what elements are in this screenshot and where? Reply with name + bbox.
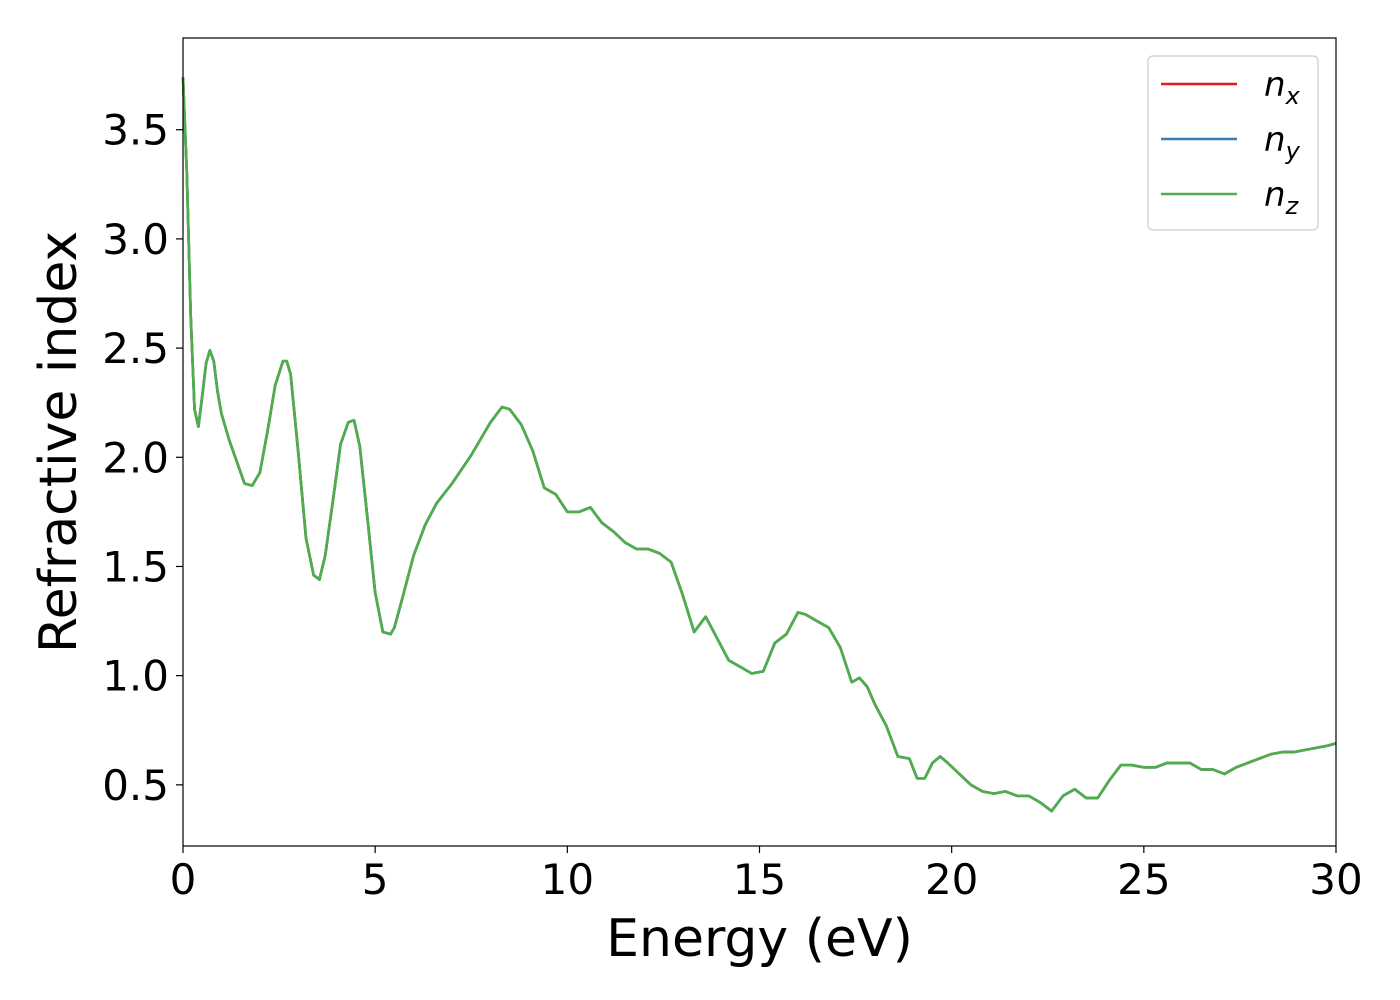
x-axis-ticks: 0 5 10 15 20 25 30: [170, 846, 1363, 904]
legend-label-subscript: z: [1285, 192, 1300, 220]
y-axis-label: Refractive index: [29, 231, 89, 653]
series-layer: [181, 77, 1337, 813]
x-axis-label: Energy (eV): [606, 909, 913, 969]
y-tick-label: 2.0: [102, 433, 169, 482]
legend-label: nx: [1264, 65, 1301, 110]
x-tick-label: 30: [1309, 855, 1362, 904]
x-tick-label: 0: [170, 855, 197, 904]
y-tick-label: 2.5: [102, 324, 169, 373]
legend-label-subscript: x: [1285, 82, 1301, 110]
legend-label-base: n: [1264, 120, 1286, 160]
x-tick-label: 20: [925, 855, 978, 904]
legend-label: ny: [1264, 120, 1301, 165]
legend-label-base: n: [1264, 65, 1286, 105]
x-tick-label: 25: [1117, 855, 1170, 904]
legend-box: [1147, 55, 1319, 231]
y-tick-label: 3.5: [102, 106, 169, 155]
y-tick-label: 1.5: [102, 542, 169, 591]
y-tick-label: 0.5: [102, 761, 169, 810]
y-axis-ticks: 0.5 1.0 1.5 2.0 2.5 3.0 3.5: [102, 106, 183, 810]
series-line-n-z: [181, 77, 1337, 813]
x-tick-label: 15: [733, 855, 786, 904]
y-tick-label: 1.0: [102, 652, 169, 701]
legend-label-subscript: y: [1285, 137, 1301, 165]
legend-label-base: n: [1264, 175, 1286, 215]
legend-label: nz: [1264, 175, 1300, 220]
y-tick-label: 3.0: [102, 215, 169, 264]
x-tick-label: 5: [362, 855, 389, 904]
x-tick-label: 10: [541, 855, 594, 904]
